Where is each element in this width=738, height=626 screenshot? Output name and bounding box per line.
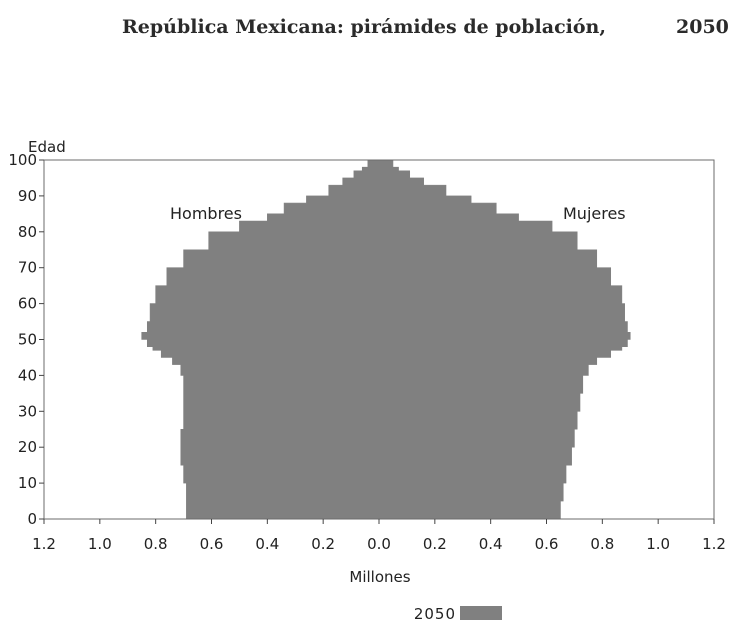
y-tick-label: 90 xyxy=(18,187,37,205)
legend-swatch xyxy=(460,606,502,620)
y-tick-label: 80 xyxy=(18,223,37,241)
x-tick-label: 0.6 xyxy=(200,535,224,553)
y-tick-label: 100 xyxy=(8,151,37,169)
y-axis-label: Edad xyxy=(28,138,66,156)
y-tick-label: 20 xyxy=(18,438,37,456)
x-tick-label: 0.0 xyxy=(367,535,391,553)
y-tick-label: 10 xyxy=(18,474,37,492)
x-tick-label: 0.4 xyxy=(255,535,279,553)
legend-label: 2050 xyxy=(414,605,456,623)
x-tick-label: 1.0 xyxy=(646,535,670,553)
annotation-mujeres: Mujeres xyxy=(563,204,626,223)
x-tick-label: 0.2 xyxy=(311,535,335,553)
x-tick-label: 0.6 xyxy=(535,535,559,553)
x-tick-label: 1.0 xyxy=(88,535,112,553)
x-tick-label: 0.8 xyxy=(144,535,168,553)
x-tick-label: 0.8 xyxy=(590,535,614,553)
x-tick-label: 1.2 xyxy=(702,535,726,553)
y-tick-label: 60 xyxy=(18,295,37,313)
chart-title-year: 2050 xyxy=(676,16,729,38)
y-tick-label: 50 xyxy=(18,331,37,349)
pyramid-series-mujeres xyxy=(378,159,631,520)
x-tick-label: 0.4 xyxy=(479,535,503,553)
y-tick-label: 30 xyxy=(18,402,37,420)
x-tick-label: 1.2 xyxy=(32,535,56,553)
annotation-hombres: Hombres xyxy=(170,204,242,223)
x-tick-label: 0.2 xyxy=(423,535,447,553)
chart-title-text: República Mexicana: pirámides de poblaci… xyxy=(122,16,606,38)
y-tick-label: 40 xyxy=(18,366,37,384)
chart-title: República Mexicana: pirámides de poblaci… xyxy=(0,0,738,60)
legend: 2050 xyxy=(414,605,502,623)
x-axis-label: Millones xyxy=(349,568,410,586)
pyramid-series-hombres xyxy=(141,159,380,520)
y-tick-label: 0 xyxy=(27,510,37,528)
y-tick-label: 70 xyxy=(18,259,37,277)
